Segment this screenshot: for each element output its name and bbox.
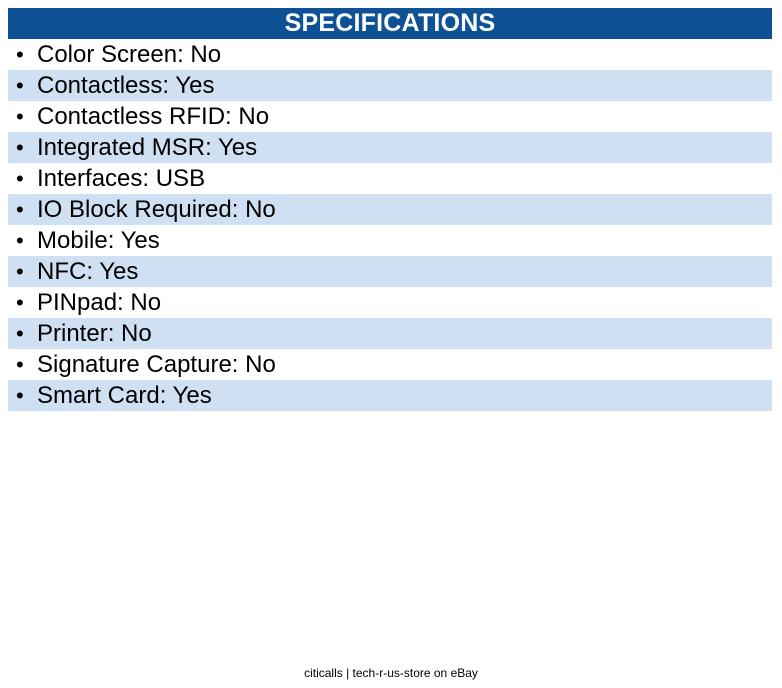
spec-item: • PINpad: No — [8, 287, 772, 318]
bullet: • — [16, 73, 24, 98]
specifications-header: SPECIFICATIONS — [8, 8, 772, 39]
bullet: • — [16, 290, 24, 315]
spec-item: • Signature Capture: No — [8, 349, 772, 380]
bullet: • — [16, 228, 24, 253]
spec-item: • Contactless: Yes — [8, 70, 772, 101]
bullet: • — [16, 104, 24, 129]
spec-item: • Contactless RFID: No — [8, 101, 772, 132]
bullet: • — [16, 166, 24, 191]
spec-text: Contactless RFID: No — [37, 103, 270, 130]
bullet: • — [16, 197, 24, 222]
spec-item: • NFC: Yes — [8, 256, 772, 287]
spec-item: • Interfaces: USB — [8, 163, 772, 194]
spec-text: Integrated MSR: Yes — [37, 134, 258, 161]
spec-text: IO Block Required: No — [37, 196, 276, 223]
bullet: • — [16, 42, 24, 67]
spec-item: • Smart Card: Yes — [8, 380, 772, 411]
spec-item: • IO Block Required: No — [8, 194, 772, 225]
spec-text: Color Screen: No — [37, 41, 222, 68]
spec-item: • Mobile: Yes — [8, 225, 772, 256]
spec-text: NFC: Yes — [37, 258, 139, 285]
bullet: • — [16, 352, 24, 377]
spec-text: Interfaces: USB — [37, 165, 206, 192]
bullet: • — [16, 259, 24, 284]
spec-text: Contactless: Yes — [37, 72, 215, 99]
bullet: • — [16, 383, 24, 408]
bullet: • — [16, 321, 24, 346]
spec-text: Printer: No — [37, 320, 152, 347]
spec-text: PINpad: No — [37, 289, 162, 316]
bullet: • — [16, 135, 24, 160]
spec-text: Smart Card: Yes — [37, 382, 212, 409]
spec-item: • Printer: No — [8, 318, 772, 349]
spec-item: • Color Screen: No — [8, 39, 772, 70]
spec-text: Mobile: Yes — [37, 227, 160, 254]
spec-list: • Color Screen: No • Contactless: Yes • Con… — [8, 39, 772, 411]
spec-item: • Integrated MSR: Yes — [8, 132, 772, 163]
spec-text: Signature Capture: No — [37, 351, 276, 378]
footer-credit: citicalls | tech-r-us-store on eBay — [304, 666, 478, 680]
